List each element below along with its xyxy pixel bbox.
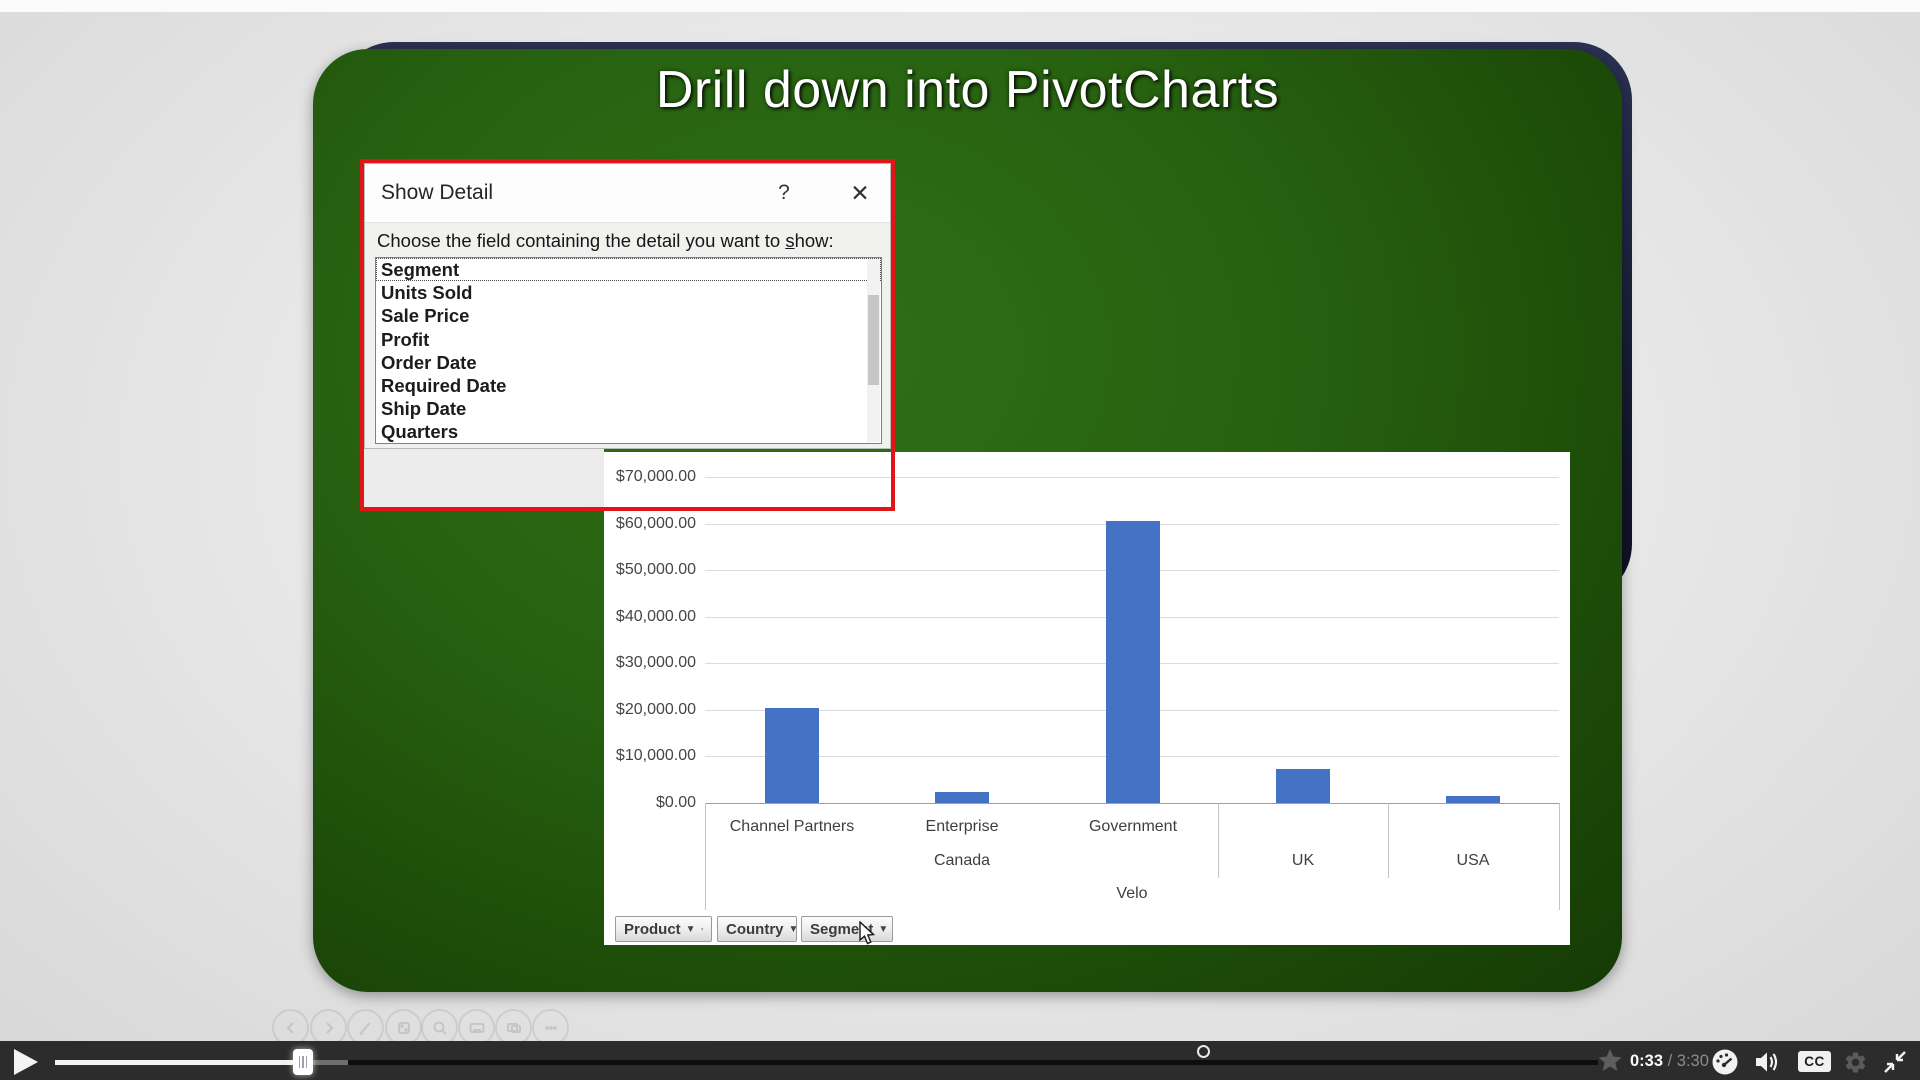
slide-title: Drill down into PivotCharts (655, 61, 1280, 119)
dialog-titlebar: Show Detail ? ✕ (365, 164, 890, 223)
segment-field-button[interactable]: Segment ▼ (801, 916, 893, 942)
pivotchart-panel: Product ▼ Country ▼ Segment ▼ $70,000.00… (604, 452, 1570, 945)
show-detail-dialog: Show Detail ? ✕ Choose the field contain… (364, 163, 891, 449)
total-time: 3:30 (1676, 1052, 1709, 1070)
close-icon[interactable]: ✕ (850, 180, 870, 206)
bar-government (1106, 520, 1160, 803)
segment-field-label: Segment (810, 920, 874, 938)
y-axis-tick-label: $60,000.00 (615, 514, 696, 532)
field-option[interactable]: Units Sold (381, 282, 473, 304)
listbox-scrollbar[interactable] (867, 259, 880, 442)
player-bar: 0:33 / 3:30 CC (0, 1041, 1920, 1080)
country-axis-label: UK (1291, 852, 1315, 869)
dialog-title: Show Detail (381, 181, 494, 204)
y-axis-tick-label: $10,000.00 (615, 747, 696, 765)
field-option[interactable]: Order Date (381, 351, 477, 373)
seekbar-handle[interactable] (293, 1049, 313, 1075)
collapse-fullscreen-icon[interactable] (1882, 1049, 1908, 1075)
seekbar-track[interactable] (348, 1060, 1598, 1065)
settings-gear-icon[interactable] (1843, 1050, 1868, 1075)
y-axis-tick-label: $40,000.00 (615, 607, 696, 625)
red-highlight-callout (360, 159, 895, 511)
play-button[interactable] (14, 1049, 38, 1075)
y-axis-tick-label: $30,000.00 (615, 654, 696, 672)
filter-funnel-icon (700, 928, 703, 930)
country-field-button[interactable]: Country ▼ (717, 916, 799, 942)
scrollbar-thumb[interactable] (868, 295, 879, 385)
product-axis-label: Velo (1116, 885, 1148, 902)
field-option[interactable]: Required Date (381, 374, 507, 396)
closed-captions-button[interactable]: CC (1798, 1051, 1831, 1072)
country-axis-label: Canada (933, 852, 991, 869)
field-listbox[interactable]: Segment Units Sold Sale Price Profit Order D… (375, 257, 882, 444)
segment-axis-label: Government (1088, 818, 1178, 835)
axis-separator (1388, 803, 1389, 878)
timeline-marker[interactable] (1197, 1045, 1210, 1058)
field-option[interactable]: Segment (376, 258, 881, 281)
segment-axis-label: Channel Partners (729, 818, 855, 835)
pin-star-icon[interactable] (1596, 1048, 1624, 1074)
page-top-strip (0, 0, 1920, 12)
field-option[interactable]: Quarters (381, 421, 459, 443)
gridline (705, 477, 1559, 478)
seekbar-buffered[interactable] (313, 1060, 348, 1065)
axis-separator (705, 878, 706, 910)
country-axis-label: USA (1456, 852, 1490, 869)
field-option[interactable]: Profit (381, 328, 430, 350)
bar-enterprise (935, 792, 989, 803)
time-display: 0:33 / 3:30 (1630, 1052, 1709, 1070)
axis-separator (705, 803, 706, 878)
mouse-cursor-icon (859, 921, 876, 945)
bar-usa (1446, 795, 1500, 803)
y-axis-tick-label: $70,000.00 (615, 468, 696, 485)
help-icon[interactable]: ? (778, 181, 790, 204)
y-axis-tick-label: $50,000.00 (615, 561, 696, 579)
chevron-down-icon: ▼ (685, 923, 696, 935)
dialog-bottom-area (364, 449, 604, 508)
field-option[interactable]: Sale Price (381, 305, 470, 327)
product-field-label: Product (624, 920, 681, 938)
field-option[interactable]: Ship Date (381, 398, 467, 420)
product-field-button[interactable]: Product ▼ (615, 916, 712, 942)
axis-separator (1559, 803, 1560, 878)
bar-uk (1276, 768, 1330, 803)
volume-icon[interactable] (1753, 1048, 1781, 1076)
chevron-down-icon: ▼ (878, 923, 889, 935)
country-field-label: Country (726, 920, 784, 938)
chevron-down-icon: ▼ (788, 923, 799, 935)
y-axis-tick-label: $20,000.00 (615, 700, 696, 718)
axis-separator (1559, 878, 1560, 910)
playback-speed-gauge-icon[interactable] (1711, 1048, 1739, 1076)
gridline (705, 803, 1559, 804)
seekbar-played[interactable] (55, 1060, 293, 1065)
bar-channel-partners (765, 708, 819, 803)
segment-axis-label: Enterprise (925, 818, 999, 835)
y-axis-tick-label: $0.00 (655, 794, 696, 811)
axis-separator (1218, 803, 1219, 878)
current-time: 0:33 (1630, 1052, 1664, 1070)
dialog-instruction: Choose the field containing the detail y… (377, 230, 834, 251)
